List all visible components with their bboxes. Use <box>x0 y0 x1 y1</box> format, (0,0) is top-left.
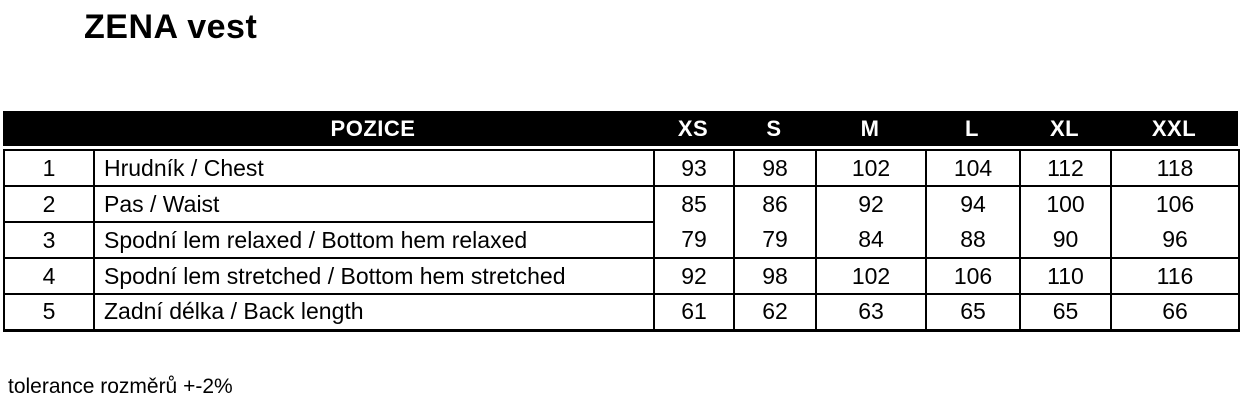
measurement-value-cell: 92 <box>815 185 927 222</box>
measurement-value-cell: 104 <box>925 149 1021 187</box>
measurement-value-cell: 112 <box>1019 149 1112 187</box>
row-number-cell: 2 <box>3 185 95 223</box>
table-row: 2 Pas / Waist 85 86 92 94 100 106 <box>3 185 1240 223</box>
measurement-value-cell: 106 <box>925 257 1021 295</box>
tolerance-footnote: tolerance rozměrů +-2% <box>8 375 233 398</box>
size-header-xxl: XXL <box>1151 115 1197 141</box>
measurement-value-cell: 102 <box>815 149 927 187</box>
measurement-value-cell: 118 <box>1110 149 1240 187</box>
measurement-label-cell: Spodní lem relaxed / Bottom hem relaxed <box>93 221 655 259</box>
measurement-value-cell: 93 <box>653 149 735 187</box>
measurement-value-cell: 116 <box>1110 257 1240 295</box>
size-header-xl: XL <box>1049 115 1080 141</box>
measurement-value-cell: 88 <box>925 221 1021 259</box>
pozice-header-cell: POZICE <box>330 115 416 141</box>
measurement-value-cell: 86 <box>733 185 817 222</box>
measurement-value-cell: 79 <box>733 221 817 259</box>
page-title: ZENA vest <box>84 8 258 46</box>
measurement-value-cell: 62 <box>733 293 817 331</box>
size-table: 1 Hrudník / Chest 93 98 102 104 112 118 … <box>3 149 1240 332</box>
measurement-value-cell: 61 <box>653 293 735 331</box>
measurement-value-cell: 98 <box>733 257 817 295</box>
measurement-value-cell: 92 <box>653 257 735 295</box>
measurement-value-cell: 94 <box>925 185 1021 222</box>
row-number-cell: 1 <box>3 149 95 187</box>
measurement-value-cell: 65 <box>925 293 1021 331</box>
size-header-s: S <box>766 115 782 141</box>
row-number-cell: 5 <box>3 293 95 331</box>
table-row: 1 Hrudník / Chest 93 98 102 104 112 118 <box>3 149 1240 187</box>
measurement-value-cell: 90 <box>1019 221 1112 259</box>
measurement-label-cell: Pas / Waist <box>93 185 655 223</box>
measurement-value-cell: 102 <box>815 257 927 295</box>
row-number-cell: 3 <box>3 221 95 259</box>
measurement-value-cell: 106 <box>1110 185 1240 222</box>
size-table-header: POZICE XS S M L XL XXL <box>3 111 1238 146</box>
size-header-m: M <box>860 115 880 141</box>
measurement-value-cell: 84 <box>815 221 927 259</box>
measurement-value-cell: 98 <box>733 149 817 187</box>
size-header-xs: XS <box>677 115 709 141</box>
row-number-cell: 4 <box>3 257 95 295</box>
table-row: 3 Spodní lem relaxed / Bottom hem relaxe… <box>3 221 1240 259</box>
measurement-label-cell: Zadní délka / Back length <box>93 293 655 331</box>
size-header-l: L <box>965 115 979 141</box>
measurement-value-cell: 79 <box>653 221 735 259</box>
measurement-value-cell: 110 <box>1019 257 1112 295</box>
table-row: 5 Zadní délka / Back length 61 62 63 65 … <box>3 293 1240 331</box>
measurement-value-cell: 63 <box>815 293 927 331</box>
measurement-label-cell: Hrudník / Chest <box>93 149 655 187</box>
measurement-value-cell: 65 <box>1019 293 1112 331</box>
measurement-value-cell: 100 <box>1019 185 1112 222</box>
measurement-value-cell: 85 <box>653 185 735 222</box>
measurement-label-cell: Spodní lem stretched / Bottom hem stretc… <box>93 257 655 295</box>
table-row: 4 Spodní lem stretched / Bottom hem stre… <box>3 257 1240 295</box>
measurement-value-cell: 66 <box>1110 293 1240 331</box>
measurement-value-cell: 96 <box>1110 221 1240 259</box>
